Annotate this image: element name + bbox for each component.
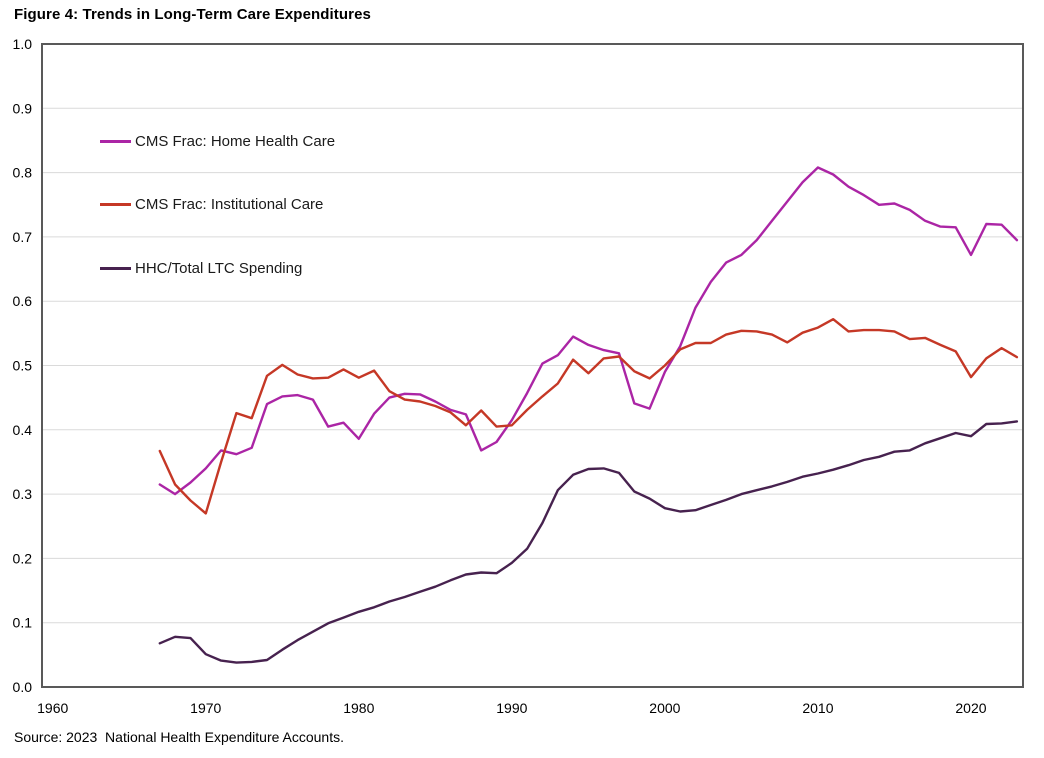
source-note: Source: 2023 National Health Expenditure… [14,729,344,745]
x-tick-label: 1990 [496,700,527,716]
y-tick-label: 0.2 [13,550,33,566]
series-line [158,166,1019,496]
series-line [158,420,1019,664]
x-tick-label: 1980 [343,700,374,716]
y-tick-label: 0.4 [13,422,33,438]
y-tick-label: 0.7 [13,229,33,245]
y-tick-label: 0.9 [13,100,33,116]
y-tick-label: 0.8 [13,165,33,181]
x-tick-label: 2020 [955,700,986,716]
series-line [158,318,1019,515]
chart-title: Figure 4: Trends in Long-Term Care Expen… [14,6,371,23]
x-tick-label: 2010 [802,700,833,716]
y-tick-label: 0.0 [13,679,33,695]
x-tick-label: 1970 [190,700,221,716]
y-tick-label: 0.3 [13,486,33,502]
plot-border [41,43,1024,688]
y-tick-label: 0.6 [13,293,33,309]
x-tick-label: 1960 [37,700,68,716]
y-tick-label: 0.5 [13,358,33,374]
y-tick-label: 1.0 [13,36,33,52]
y-tick-label: 0.1 [13,615,33,631]
x-tick-label: 2000 [649,700,680,716]
